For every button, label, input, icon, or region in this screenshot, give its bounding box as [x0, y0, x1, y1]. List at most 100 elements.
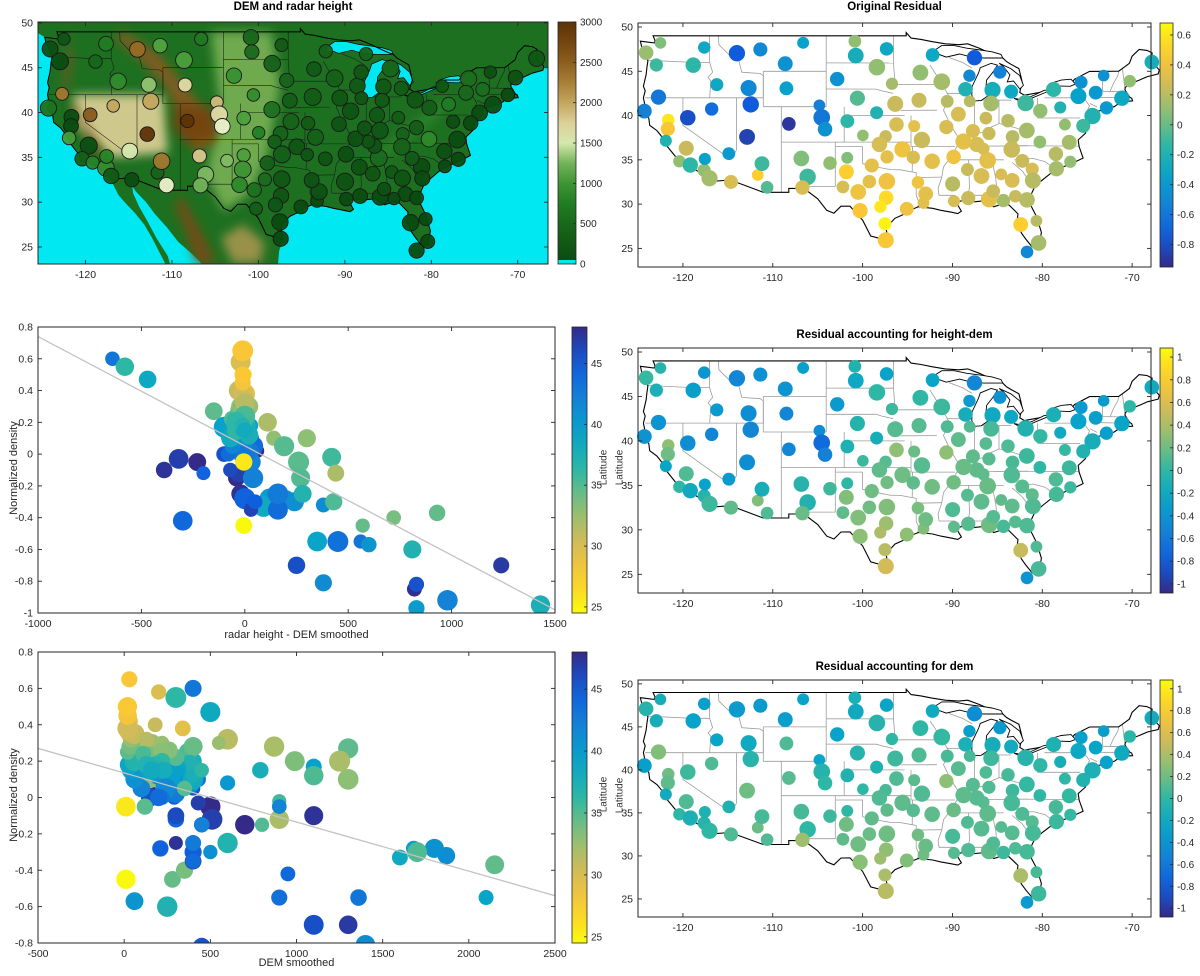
svg-text:-70: -70 — [1125, 922, 1140, 934]
svg-text:40: 40 — [21, 107, 33, 119]
svg-text:0: 0 — [121, 948, 127, 960]
svg-text:-110: -110 — [162, 269, 182, 281]
svg-text:40: 40 — [621, 110, 633, 122]
svg-text:0.6: 0.6 — [1177, 728, 1191, 739]
svg-text:-1000: -1000 — [25, 618, 52, 630]
residual-height-dem-title: Residual accounting for height-dem — [796, 329, 993, 341]
svg-text:45: 45 — [591, 685, 603, 696]
svg-text:50: 50 — [621, 21, 633, 33]
svg-text:3000: 3000 — [580, 18, 603, 29]
svg-text:1: 1 — [1177, 684, 1183, 695]
svg-text:-120: -120 — [672, 272, 693, 284]
svg-text:-80: -80 — [1035, 598, 1050, 610]
svg-text:-0.6: -0.6 — [1177, 534, 1195, 545]
svg-text:25: 25 — [621, 893, 633, 905]
svg-text:25: 25 — [591, 932, 603, 943]
svg-text:0.2: 0.2 — [1177, 90, 1191, 101]
svg-text:0.8: 0.8 — [18, 647, 33, 659]
svg-text:35: 35 — [621, 154, 633, 166]
svg-text:2500: 2500 — [543, 948, 567, 960]
svg-text:0.4: 0.4 — [18, 719, 33, 731]
svg-text:0.8: 0.8 — [18, 322, 33, 334]
svg-text:-0.6: -0.6 — [1177, 210, 1195, 221]
svg-text:-80: -80 — [1035, 272, 1050, 284]
svg-text:35: 35 — [21, 152, 33, 164]
svg-text:40: 40 — [591, 747, 603, 758]
svg-text:-100: -100 — [852, 272, 873, 284]
svg-text:-0.2: -0.2 — [1177, 816, 1195, 827]
svg-text:-0.6: -0.6 — [1177, 860, 1195, 871]
svg-text:0.2: 0.2 — [1177, 772, 1191, 783]
svg-text:-0.8: -0.8 — [1177, 557, 1195, 568]
svg-text:30: 30 — [591, 542, 603, 553]
svg-text:-80: -80 — [1035, 922, 1050, 934]
svg-text:1000: 1000 — [285, 948, 309, 960]
svg-text:-0.6: -0.6 — [15, 901, 33, 913]
svg-text:35: 35 — [591, 481, 603, 492]
svg-text:0: 0 — [27, 449, 33, 461]
svg-text:30: 30 — [621, 199, 633, 211]
svg-text:1000: 1000 — [440, 618, 464, 630]
svg-text:-0.6: -0.6 — [15, 544, 33, 556]
svg-text:0: 0 — [1177, 120, 1183, 131]
svg-text:45: 45 — [621, 721, 633, 733]
svg-text:2000: 2000 — [580, 98, 603, 109]
residual-dem-ylabel: Latitude — [614, 777, 626, 814]
svg-text:0.4: 0.4 — [1177, 421, 1191, 432]
svg-text:0.6: 0.6 — [1177, 398, 1191, 409]
svg-text:-90: -90 — [945, 598, 960, 610]
svg-text:-0.4: -0.4 — [15, 865, 33, 877]
svg-text:-0.8: -0.8 — [15, 938, 33, 950]
svg-text:1: 1 — [1177, 353, 1183, 364]
svg-text:45: 45 — [621, 391, 633, 403]
svg-text:40: 40 — [621, 764, 633, 776]
svg-text:45: 45 — [591, 359, 603, 370]
svg-text:-1: -1 — [1177, 904, 1186, 915]
svg-text:-120: -120 — [75, 269, 96, 281]
svg-text:-90: -90 — [945, 272, 960, 284]
svg-text:30: 30 — [621, 850, 633, 862]
svg-text:25: 25 — [21, 241, 33, 253]
svg-text:-1: -1 — [24, 608, 33, 620]
svg-text:40: 40 — [591, 420, 603, 431]
svg-text:2000: 2000 — [457, 948, 481, 960]
svg-text:-0.2: -0.2 — [1177, 489, 1195, 500]
svg-text:-1: -1 — [1177, 579, 1186, 590]
svg-text:1000: 1000 — [580, 179, 603, 190]
panel-residual_height_dem: -120 -110 -100 -90 -80 -70 25 30 35 40 45 50 -1 -0.8 -… — [621, 347, 1194, 610]
svg-text:0.4: 0.4 — [1177, 750, 1191, 761]
svg-text:-0.2: -0.2 — [15, 828, 33, 840]
svg-text:1500: 1500 — [371, 948, 395, 960]
svg-text:-70: -70 — [1125, 598, 1140, 610]
svg-text:1500: 1500 — [580, 139, 603, 150]
svg-text:-100: -100 — [248, 269, 269, 281]
svg-text:30: 30 — [621, 524, 633, 536]
svg-text:50: 50 — [21, 17, 33, 29]
svg-text:-70: -70 — [1125, 272, 1140, 284]
svg-text:0: 0 — [1177, 794, 1183, 805]
svg-text:500: 500 — [339, 618, 357, 630]
svg-text:-0.4: -0.4 — [15, 512, 33, 524]
svg-text:25: 25 — [621, 569, 633, 581]
svg-text:-0.8: -0.8 — [15, 576, 33, 588]
svg-text:0.2: 0.2 — [18, 417, 33, 429]
scatter-height-xlabel: radar height - DEM smoothed — [224, 629, 369, 641]
svg-text:0.6: 0.6 — [1177, 30, 1191, 41]
svg-text:50: 50 — [621, 678, 633, 690]
svg-text:500: 500 — [580, 219, 597, 230]
svg-text:25: 25 — [591, 602, 603, 613]
svg-text:25: 25 — [621, 243, 633, 255]
svg-text:-500: -500 — [27, 948, 48, 960]
svg-text:-0.4: -0.4 — [1177, 511, 1195, 522]
svg-text:500: 500 — [202, 948, 220, 960]
dem-map-title: DEM and radar height — [233, 1, 353, 13]
svg-text:-90: -90 — [945, 922, 960, 934]
svg-text:-120: -120 — [672, 922, 693, 934]
svg-text:0: 0 — [27, 792, 33, 804]
svg-text:-120: -120 — [672, 598, 693, 610]
svg-text:30: 30 — [591, 870, 603, 881]
svg-text:-80: -80 — [424, 269, 439, 281]
scatter-dem-ylabel: Normalized density — [8, 748, 20, 842]
svg-text:-110: -110 — [763, 598, 783, 610]
